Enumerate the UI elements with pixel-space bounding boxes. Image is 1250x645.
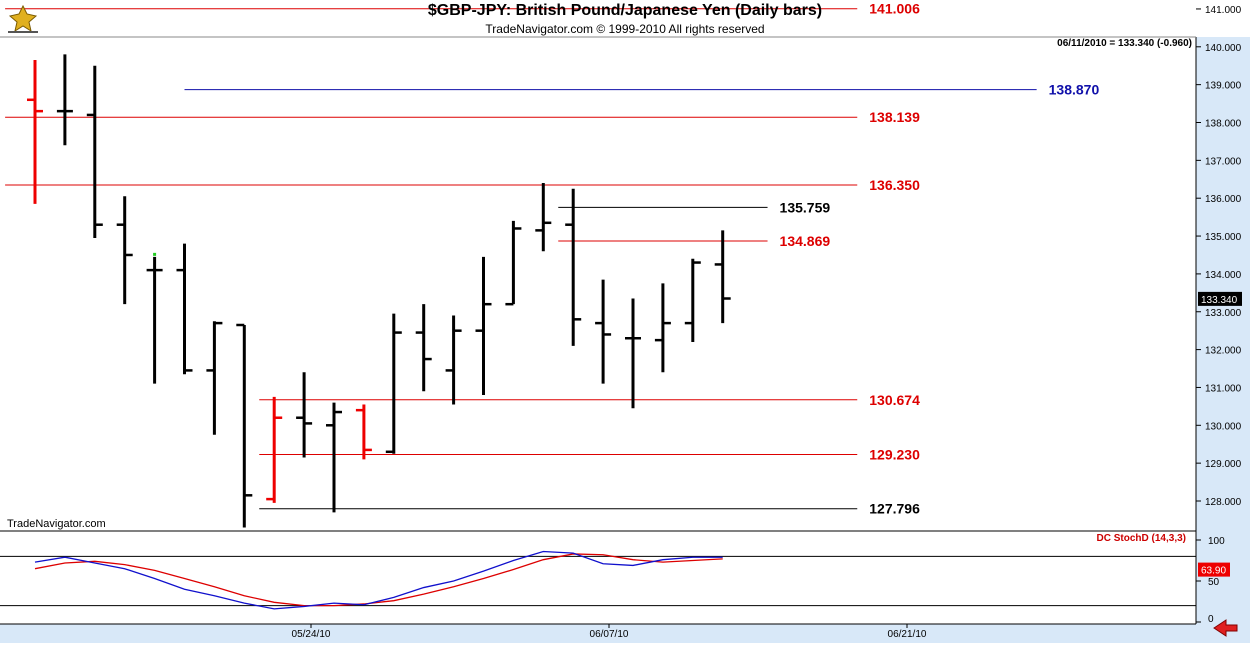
y-tick-label: 138.000 (1205, 119, 1242, 130)
chart-frame (0, 36, 1197, 625)
y-tick-label: 129.000 (1205, 459, 1242, 470)
stoch-d-line (34, 553, 723, 607)
scroll-left-arrow-icon[interactable] (1210, 616, 1240, 640)
y-tick-label: 139.000 (1205, 81, 1242, 92)
stoch-tick-label: 0 (1208, 614, 1214, 625)
y-tick-label: 132.000 (1205, 346, 1242, 357)
chart-subtitle: TradeNavigator.com © 1999-2010 All right… (485, 22, 765, 36)
level-label: 135.759 (780, 199, 831, 215)
y-tick-label: 141.000 (1205, 5, 1242, 16)
level-label: 141.006 (869, 1, 920, 17)
level-label: 136.350 (869, 177, 920, 193)
y-tick-label: 136.000 (1205, 194, 1242, 205)
watermark: TradeNavigator.com (7, 518, 106, 530)
level-lines: 141.006 138.870 138.139 136.350 135.759 134.8… (5, 1, 1099, 517)
axis-background (1196, 37, 1250, 643)
y-tick-label: 133.000 (1205, 308, 1242, 319)
x-tick-label: 06/21/10 (888, 629, 927, 640)
x-tick-label: 06/07/10 (590, 629, 629, 640)
y-tick-label: 137.000 (1205, 156, 1242, 167)
y-tick-label: 131.000 (1205, 383, 1242, 394)
last-price-tag (1198, 291, 1242, 306)
level-label: 127.796 (869, 501, 920, 517)
stoch-tick-label: 100 (1208, 536, 1225, 547)
last-price-tag-label: 133.340 (1201, 295, 1238, 306)
ohlc-bars (27, 54, 731, 528)
level-label: 130.674 (869, 392, 920, 408)
time-axis-background (0, 624, 1196, 643)
y-tick-label: 134.000 (1205, 270, 1242, 281)
x-tick-label: 05/24/10 (292, 629, 331, 640)
y-tick-label: 130.000 (1205, 421, 1242, 432)
level-label: 138.139 (869, 109, 920, 125)
level-label: 138.870 (1049, 82, 1100, 98)
trade-navigator-logo-icon (6, 4, 40, 34)
stochastic-panel: 100 50 0 63.90 (0, 536, 1230, 625)
last-price-info: 06/11/2010 = 133.340 (-0.960) (1057, 38, 1192, 49)
stoch-value-label: 63.90 (1201, 566, 1226, 577)
time-axis: 05/24/10 06/07/10 06/21/10 (292, 624, 927, 640)
level-label: 134.869 (780, 233, 831, 249)
chart-title: $GBP-JPY: British Pound/Japanese Yen (Da… (427, 2, 823, 19)
stoch-tick-label: 50 (1208, 577, 1220, 588)
y-tick-label: 135.000 (1205, 232, 1242, 243)
signal-dot (153, 252, 157, 256)
indicator-label: DC StochD (14,3,3) (1096, 533, 1186, 544)
stoch-k-line (34, 550, 723, 610)
price-axis: 128.000 129.000 130.000 131.000 132.000 133.0… (0, 5, 1250, 643)
y-tick-label: 140.000 (1205, 43, 1242, 54)
level-label: 129.230 (869, 446, 920, 462)
y-tick-label: 128.000 (1205, 497, 1242, 508)
stoch-value-tag (1198, 562, 1230, 577)
